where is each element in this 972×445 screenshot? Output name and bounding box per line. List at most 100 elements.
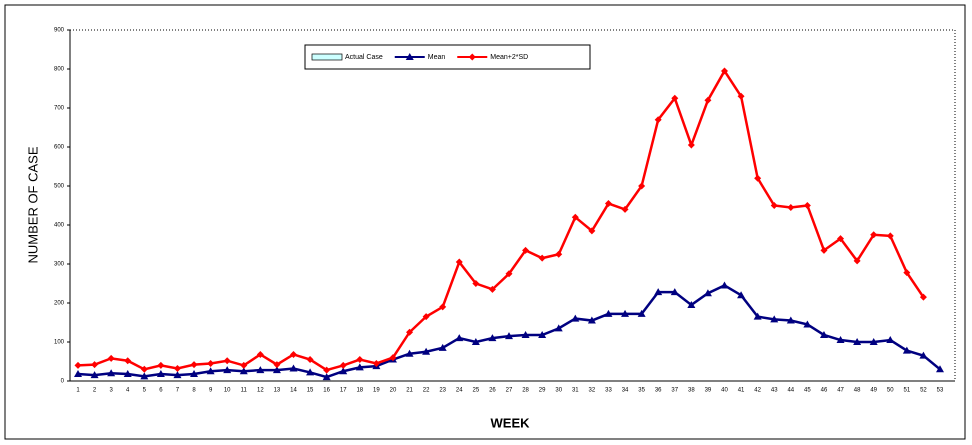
x-tick-label: 22 xyxy=(423,388,430,394)
marker xyxy=(853,338,862,345)
x-tick-label: 53 xyxy=(937,388,944,394)
marker xyxy=(389,354,397,362)
y-tick-label: 900 xyxy=(54,28,65,34)
marker xyxy=(886,336,895,344)
x-tick-label: 32 xyxy=(589,388,596,394)
marker xyxy=(654,116,662,124)
marker xyxy=(74,361,82,369)
series-line xyxy=(77,68,925,372)
marker xyxy=(107,369,116,377)
marker xyxy=(190,361,198,369)
marker xyxy=(439,303,447,311)
marker xyxy=(886,232,894,240)
x-tick-label: 18 xyxy=(356,388,363,394)
marker xyxy=(223,366,232,374)
x-tick-label: 2 xyxy=(93,388,97,394)
y-tick-label: 100 xyxy=(54,340,65,346)
marker xyxy=(803,202,811,209)
x-tick-label: 10 xyxy=(224,388,231,394)
x-tick-label: 11 xyxy=(241,388,248,394)
marker xyxy=(588,227,596,235)
marker xyxy=(671,94,679,102)
y-tick-label: 600 xyxy=(54,145,65,151)
x-tick-label: 31 xyxy=(572,388,579,394)
marker xyxy=(538,330,547,338)
y-tick-label: 300 xyxy=(54,262,65,268)
x-tick-label: 19 xyxy=(373,388,380,394)
x-tick-label: 28 xyxy=(522,388,529,394)
marker xyxy=(836,336,845,344)
x-tick-label: 30 xyxy=(555,388,562,394)
x-tick-label: 15 xyxy=(307,388,314,394)
marker xyxy=(803,320,812,328)
marker xyxy=(621,309,630,317)
marker xyxy=(721,67,728,75)
x-tick-label: 50 xyxy=(887,388,894,394)
x-tick-label: 52 xyxy=(920,388,927,394)
x-tick-label: 9 xyxy=(209,388,213,394)
y-tick-label: 500 xyxy=(54,184,65,190)
x-tick-label: 26 xyxy=(489,388,496,394)
x-tick-label: 45 xyxy=(804,388,811,394)
marker xyxy=(621,205,629,213)
legend-box xyxy=(304,44,591,70)
marker xyxy=(422,347,431,355)
marker xyxy=(720,281,729,289)
marker xyxy=(902,346,911,354)
legend-label: Actual Case xyxy=(345,54,383,61)
marker xyxy=(74,369,82,377)
marker xyxy=(505,332,513,340)
marker xyxy=(604,309,613,317)
x-tick-label: 16 xyxy=(323,388,330,394)
marker xyxy=(207,359,215,367)
marker xyxy=(587,316,596,324)
x-tick-label: 23 xyxy=(439,388,446,394)
marker xyxy=(272,366,281,374)
marker xyxy=(505,270,513,278)
x-tick-label: 38 xyxy=(688,388,695,394)
marker xyxy=(687,300,696,308)
marker xyxy=(256,350,264,358)
x-tick-label: 25 xyxy=(473,388,480,394)
x-tick-label: 8 xyxy=(192,388,196,394)
marker xyxy=(637,309,646,317)
x-tick-label: 21 xyxy=(406,388,413,394)
marker xyxy=(206,367,215,375)
marker xyxy=(289,364,298,372)
marker xyxy=(455,334,464,342)
marker xyxy=(290,350,297,358)
marker xyxy=(869,338,878,345)
marker xyxy=(306,356,314,364)
marker xyxy=(438,343,447,351)
marker xyxy=(787,203,795,211)
marker xyxy=(173,371,182,379)
marker xyxy=(837,235,845,243)
marker xyxy=(240,361,248,369)
x-tick-label: 44 xyxy=(787,388,794,394)
marker xyxy=(737,291,746,299)
marker xyxy=(853,257,861,265)
x-tick-label: 24 xyxy=(456,388,463,394)
x-tick-label: 5 xyxy=(143,388,147,394)
marker xyxy=(903,269,911,277)
x-tick-label: 47 xyxy=(837,388,844,394)
marker xyxy=(555,250,563,258)
x-tick-label: 17 xyxy=(340,388,347,394)
marker xyxy=(754,174,762,182)
x-tick-label: 49 xyxy=(870,388,877,394)
marker xyxy=(571,213,579,221)
x-tick-label: 29 xyxy=(539,388,546,394)
y-axis-label: NUMBER OF CASE xyxy=(25,146,40,263)
marker xyxy=(422,313,430,321)
marker xyxy=(703,289,712,297)
marker xyxy=(488,285,496,293)
y-tick-label: 400 xyxy=(54,223,65,229)
x-tick-label: 35 xyxy=(638,388,645,394)
marker xyxy=(919,351,928,359)
marker xyxy=(223,357,231,365)
marker xyxy=(239,367,248,375)
marker xyxy=(522,246,530,254)
y-tick-label: 0 xyxy=(61,379,65,385)
marker xyxy=(124,357,132,365)
